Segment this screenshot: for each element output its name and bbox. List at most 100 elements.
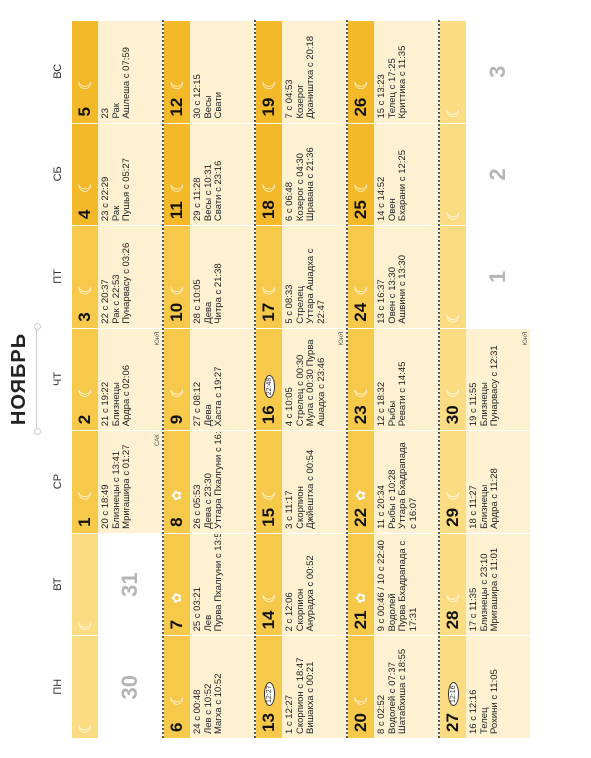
day-header-bar: 9 ☾ bbox=[164, 328, 190, 431]
day-cell[interactable]: 8 ✿ 26 с 05:53 Дева с 23:30 Уттара Пхалгуни … bbox=[164, 430, 254, 533]
day-cell[interactable]: 13 12:27 1 с 12:27 Скорпион с 18:47 Вишакха … bbox=[256, 635, 346, 738]
day-info-line: 22 с 20:37 bbox=[100, 279, 111, 324]
day-info-line: Читра с 21:38 bbox=[213, 263, 224, 324]
day-cell[interactable]: 6 ☾ 24 с 00:48 Лев с 10:52 Магха с 10:52 bbox=[164, 635, 254, 738]
day-cell[interactable]: 14 ☾ 2 с 12:06 Скорпион Анурадха с 00:52 bbox=[256, 532, 346, 636]
day-cell[interactable]: 19 ☾ 7 с 04:53 Козерог Дхаништха с 20:18 bbox=[256, 19, 346, 123]
moon-phase-icon: ☾ bbox=[351, 177, 371, 194]
day-info-line: Анурадха с 00:52 bbox=[305, 555, 316, 632]
day-cell[interactable]: 15 ☾ 3 с 11:17 Скорпион Джйештха с 00:54 bbox=[256, 430, 346, 533]
day-cell[interactable]: 29 ☾ 18 с 11:27 Близнецы Ардра с 11:28 bbox=[440, 430, 530, 533]
day-cell[interactable]: 1 ☾ 20 с 18:49 Близнецы с 13:41 Мригашира с … bbox=[72, 430, 162, 533]
day-number: 6 bbox=[167, 722, 186, 732]
day-cell[interactable]: ☾ 1 bbox=[440, 225, 530, 328]
day-cell[interactable]: 27 12:16 16 с 12:16 Телец Рохини с 11:05 bbox=[440, 635, 530, 738]
day-info-line: Ардра с 11:28 bbox=[489, 468, 500, 529]
day-cell[interactable]: 10 ☾ 28 с 10:05 Дева Читра с 21:38 bbox=[164, 225, 254, 328]
day-number: 15 bbox=[259, 507, 278, 527]
moon-time-badge: 12:27 bbox=[263, 682, 275, 706]
day-header-bar: 21 ✿ bbox=[348, 533, 374, 636]
day-number: 13 bbox=[259, 713, 278, 732]
day-header-bar: 16 22:48 bbox=[256, 328, 282, 431]
day-cell[interactable]: 22 ✿ 11 с 20:34 Рыбы с 10:28 Уттара Бхадрапа… bbox=[348, 430, 438, 533]
day-cell[interactable]: 11 ☾ 29 с 11:28 Весы с 10:31 Свати с 23:16 bbox=[164, 122, 254, 226]
day-info: 1 с 12:27 Скорпион с 18:47 Вишакха с 00:21 bbox=[284, 639, 317, 734]
day-cell[interactable]: 4 ☾ 23 с 22:29 Рак Пушья с 05:27 bbox=[72, 122, 162, 226]
day-header-bar: 28 ☾ bbox=[440, 533, 466, 636]
day-header-bar: 24 ☾ bbox=[348, 226, 374, 328]
weekday-label: ЧТ bbox=[52, 371, 64, 387]
day-info-line: Рохини с 11:05 bbox=[489, 669, 500, 734]
day-header-bar: 30 ☾ bbox=[440, 328, 466, 431]
day-info-line: 18 с 11:27 bbox=[468, 485, 479, 529]
weekday-label: СР bbox=[52, 473, 64, 490]
month-title: НОЯБРЬ bbox=[8, 332, 30, 426]
day-info-line: Джйештха с 00:54 bbox=[305, 449, 316, 529]
day-info-line: Уттара Ашадха с bbox=[305, 248, 316, 324]
day-header-bar: 20 ☾ bbox=[348, 636, 374, 738]
day-cell[interactable]: 17 ☾ 5 с 08:33 Стрелец Уттара Ашадха с 22:47 bbox=[256, 225, 346, 328]
day-info: 11 с 20:34 Рыбы с 10:28 Уттара Бхадрапада с… bbox=[376, 434, 419, 529]
day-info-line: Вишакха с 00:21 bbox=[305, 661, 316, 734]
day-cell[interactable]: ☾ 30 bbox=[72, 635, 162, 738]
other-month-day: 3 bbox=[485, 65, 510, 78]
day-cell[interactable]: 30 ☾ 19 с 11:55 Близнецы Пунарвасу с 12:31 Юн… bbox=[440, 327, 530, 431]
day-info-line: 27 с 08:12 bbox=[192, 381, 203, 427]
day-cell[interactable]: 25 ☾ 14 с 14:52 Овен Бхарани с 12:25 bbox=[348, 122, 438, 226]
day-cell[interactable]: 24 ☾ 13 с 16:37 Овен с 13:30 Ашвини с 13:30 bbox=[348, 225, 438, 328]
day-number: 10 bbox=[167, 302, 186, 322]
moon-phase-icon: ☾ bbox=[75, 177, 95, 194]
day-cell[interactable]: 7 ✿ 25 с 03:21 Лев Пурва Пхалгуни с 13:53 bbox=[164, 532, 254, 636]
day-cell[interactable]: 21 ✿ 9 с 00:46 / 10 с 22:40 Водолей Пурва Бх… bbox=[348, 532, 438, 636]
day-number: 3 bbox=[75, 312, 94, 322]
day-info-line: Пушья с 05:27 bbox=[121, 158, 132, 222]
day-info: 22 с 20:37 Рак с 22:53 Пунарвасу с 03:26 bbox=[100, 229, 133, 324]
day-info: 21 с 19:22 Близнецы Ардра с 02:06 bbox=[100, 332, 133, 426]
day-info-line: 22:47 bbox=[315, 299, 327, 324]
day-cell[interactable]: 23 ☾ 12 с 18:32 Рыбы Ревати с 14:45 bbox=[348, 327, 438, 431]
moon-phase-icon: ☾ bbox=[351, 690, 371, 706]
day-cell[interactable]: 20 ☾ 8 с 02:52 Водолей с 07:37 Шатабхиша с 1… bbox=[348, 635, 438, 738]
day-info-line: Криттика с 11:35 bbox=[397, 45, 408, 119]
day-cell[interactable]: ☾ 3 bbox=[440, 19, 530, 123]
day-cell[interactable]: 18 ☾ 6 с 06:48 Козерог с 04:30 Шравана с 21:… bbox=[256, 122, 346, 226]
moon-phase-icon: ☾ bbox=[75, 485, 95, 501]
day-info: 26 с 05:53 Дева с 23:30 Уттара Пхалгуни с … bbox=[192, 430, 225, 529]
day-cell[interactable]: 9 ☾ 27 с 08:12 Дева Хаста с 19:27 bbox=[164, 327, 254, 431]
weekday-label: СБ bbox=[52, 166, 64, 182]
day-header-bar: ☾ bbox=[72, 533, 98, 636]
day-header-bar: ☾ bbox=[440, 226, 466, 328]
day-cell[interactable]: 16 22:48 4 с 10:05 Стрелец с 00:30 Мула с 00… bbox=[256, 327, 346, 431]
day-info: 27 с 08:12 Дева Хаста с 19:27 bbox=[192, 332, 225, 427]
day-cell[interactable]: 12 ☾ 30 с 12:15 Весы Свати bbox=[164, 19, 254, 123]
moon-phase-icon: ☾ bbox=[167, 177, 187, 194]
day-info-line: 13 с 16:37 bbox=[376, 279, 387, 324]
day-info: 13 с 16:37 Овен с 13:30 Ашвини с 13:30 bbox=[376, 229, 409, 324]
day-info-line: Свати bbox=[213, 91, 224, 119]
day-info-line: 2 с 12:06 bbox=[284, 592, 295, 632]
day-cell[interactable]: 2 ☾ 21 с 19:22 Близнецы Ардра с 02:06 ЮнЯ bbox=[72, 327, 162, 431]
day-number: 1 bbox=[75, 517, 94, 527]
moon-phase-icon: ☾ bbox=[443, 588, 463, 604]
day-cell[interactable]: 3 ☾ 22 с 20:37 Рак с 22:53 Пунарвасу с 03:26 bbox=[72, 225, 162, 328]
day-number: 16 bbox=[259, 405, 278, 425]
moon-phase-icon: ☾ bbox=[167, 690, 187, 706]
moon-phase-icon: ☾ bbox=[259, 485, 279, 501]
day-info-line: 8 с 02:52 bbox=[376, 694, 387, 734]
day-info-line: Мула с 00:30 Пурва bbox=[305, 339, 316, 427]
day-info: 23 с 22:29 Рак Пушья с 05:27 bbox=[100, 127, 133, 222]
day-info-line: 17:31 bbox=[407, 607, 419, 632]
weekday-label: ПН bbox=[52, 678, 64, 695]
moon-phase-icon: ☾ bbox=[351, 280, 371, 296]
day-cell[interactable]: 28 ☾ 17 с 11:35 Близнецы с 23:10 Мригашира с… bbox=[440, 532, 530, 636]
day-info: 30 с 12:15 Весы Свати bbox=[192, 24, 225, 119]
day-cell[interactable]: 26 ☾ 15 с 13:23 Телец с 17:25 Криттика с 11:… bbox=[348, 19, 438, 123]
day-info-line: Пурва Бхадрапада с bbox=[397, 540, 408, 632]
day-cell[interactable]: ☾ 31 bbox=[72, 532, 162, 636]
day-info-line: Мригашира с 11:01 bbox=[489, 547, 500, 632]
day-cell[interactable]: ☾ 2 bbox=[440, 122, 530, 226]
day-cell[interactable]: 5 ☾ 23 Рак Ашлеша с 07:59 bbox=[72, 19, 162, 123]
day-info-line: 30 с 12:15 bbox=[192, 74, 203, 119]
day-info-line: 19 с 11:55 bbox=[468, 382, 479, 427]
day-info-line: 7 с 04:53 bbox=[284, 79, 295, 119]
